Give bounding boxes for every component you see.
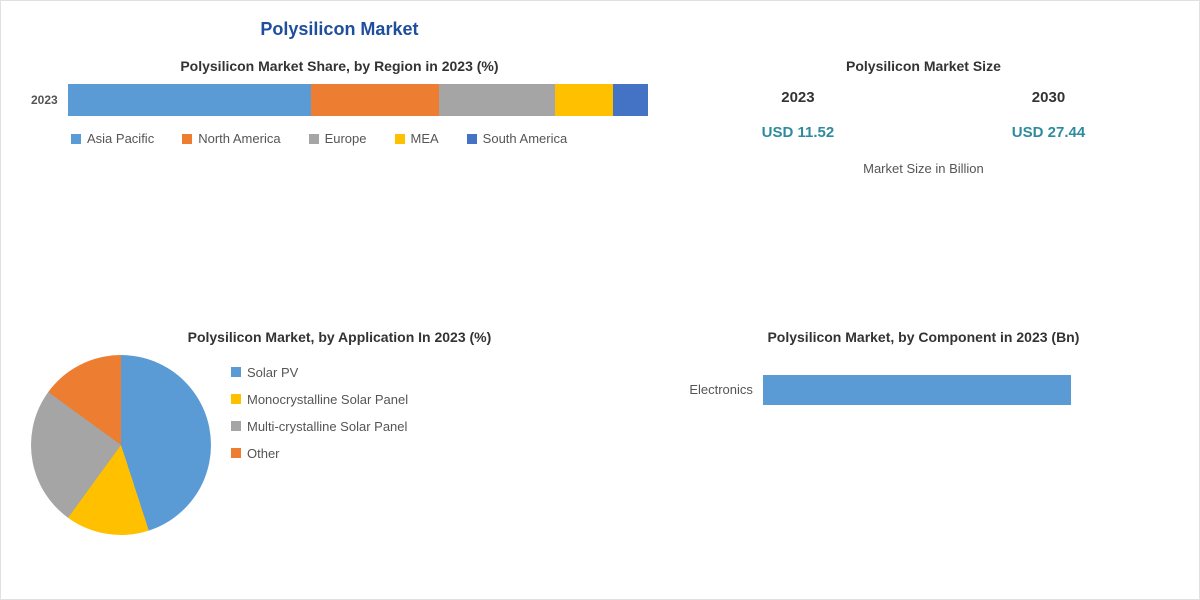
market-size-panel: Polysilicon Market Size 2023 USD 11.52 203… <box>663 53 1184 319</box>
component-label: Electronics <box>673 382 753 397</box>
legend-swatch <box>231 421 241 431</box>
region-segment <box>555 84 613 116</box>
legend-item: South America <box>467 131 568 146</box>
region-legend: Asia Pacific North America Europe MEA South … <box>31 131 648 146</box>
legend-label: Other <box>247 446 280 461</box>
legend-label: Monocrystalline Solar Panel <box>247 392 408 407</box>
size-year: 2023 <box>762 89 835 106</box>
legend-item: North America <box>182 131 280 146</box>
legend-swatch <box>395 134 405 144</box>
legend-label: MEA <box>411 131 439 146</box>
component-chart: Polysilicon Market, by Component in 2023… <box>663 324 1184 590</box>
legend-item: Other <box>231 446 408 461</box>
legend-item: Multi-crystalline Solar Panel <box>231 419 408 434</box>
component-chart-title: Polysilicon Market, by Component in 2023… <box>673 329 1174 345</box>
legend-swatch <box>71 134 81 144</box>
legend-label: North America <box>198 131 280 146</box>
region-segment <box>68 84 312 116</box>
size-year: 2030 <box>1012 89 1085 106</box>
market-size-title: Polysilicon Market Size <box>673 58 1174 74</box>
region-stacked-bar <box>68 84 648 116</box>
region-chart-ylabel: 2023 <box>31 93 58 107</box>
size-column: 2030 USD 27.44 <box>1012 89 1085 141</box>
legend-swatch <box>231 367 241 377</box>
legend-label: Europe <box>325 131 367 146</box>
legend-swatch <box>231 448 241 458</box>
legend-label: Solar PV <box>247 365 298 380</box>
size-value: USD 11.52 <box>762 124 835 141</box>
legend-item: Monocrystalline Solar Panel <box>231 392 408 407</box>
legend-swatch <box>231 394 241 404</box>
market-size-note: Market Size in Billion <box>673 161 1174 176</box>
legend-item: Asia Pacific <box>71 131 154 146</box>
legend-label: South America <box>483 131 568 146</box>
legend-item: MEA <box>395 131 439 146</box>
component-bar <box>763 375 1071 405</box>
legend-swatch <box>182 134 192 144</box>
region-segment <box>439 84 555 116</box>
region-chart: Polysilicon Market Share, by Region in 2… <box>21 53 658 319</box>
legend-label: Multi-crystalline Solar Panel <box>247 419 407 434</box>
size-value: USD 27.44 <box>1012 124 1085 141</box>
size-column: 2023 USD 11.52 <box>762 89 835 141</box>
region-segment <box>311 84 439 116</box>
component-row: Electronics <box>673 375 1174 405</box>
region-chart-title: Polysilicon Market Share, by Region in 2… <box>31 58 648 74</box>
application-pie <box>31 355 211 535</box>
main-title: Polysilicon Market <box>21 11 658 48</box>
legend-item: Europe <box>309 131 367 146</box>
legend-item: Solar PV <box>231 365 408 380</box>
application-chart: Polysilicon Market, by Application In 20… <box>21 324 658 590</box>
region-segment <box>613 84 648 116</box>
application-legend: Solar PV Monocrystalline Solar Panel Multi… <box>231 355 408 461</box>
legend-swatch <box>309 134 319 144</box>
legend-label: Asia Pacific <box>87 131 154 146</box>
legend-swatch <box>467 134 477 144</box>
component-bar-track <box>763 375 1174 405</box>
application-chart-title: Polysilicon Market, by Application In 20… <box>31 329 648 345</box>
